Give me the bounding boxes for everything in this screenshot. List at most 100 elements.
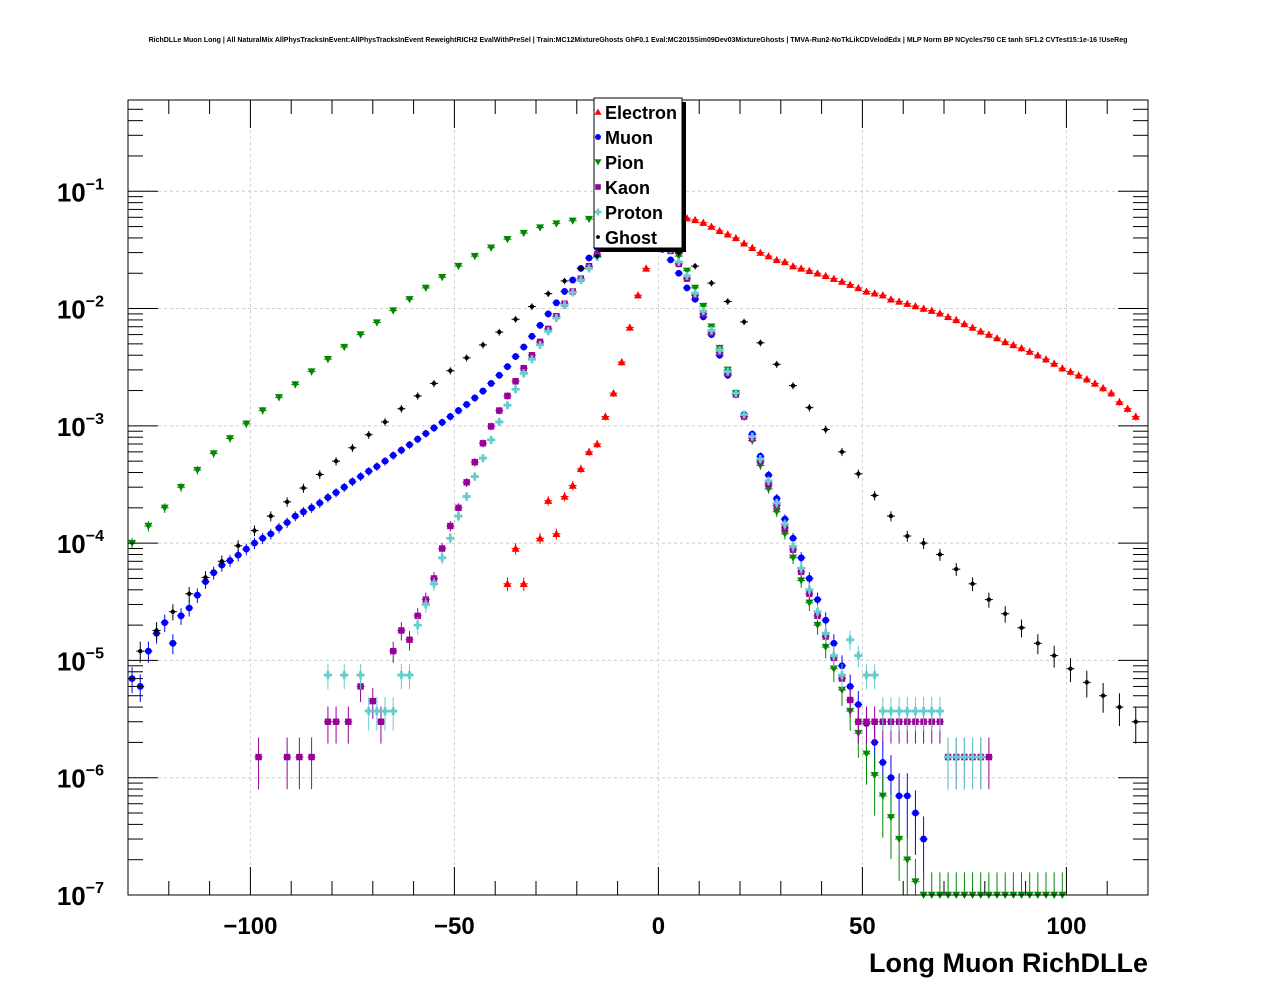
point-proton bbox=[568, 288, 577, 297]
point-kaon bbox=[398, 627, 405, 634]
point-muon bbox=[854, 701, 862, 709]
point-kaon bbox=[390, 647, 397, 655]
point-electron bbox=[552, 529, 561, 538]
series-proton bbox=[323, 222, 985, 790]
point-pion bbox=[805, 599, 814, 607]
point-electron bbox=[601, 412, 610, 420]
point-ghost bbox=[839, 449, 845, 455]
point-ghost bbox=[1084, 680, 1090, 685]
point-electron bbox=[731, 233, 740, 242]
point-pion bbox=[895, 835, 904, 844]
point-muon bbox=[422, 430, 430, 437]
point-ghost bbox=[725, 299, 730, 304]
point-pion bbox=[209, 450, 218, 458]
point-electron bbox=[805, 266, 814, 274]
point-muon bbox=[349, 478, 356, 485]
point-kaon bbox=[255, 753, 262, 761]
point-electron bbox=[1115, 397, 1124, 406]
point-muon bbox=[544, 310, 552, 318]
y-tick-label: 10−5 bbox=[57, 645, 104, 676]
point-electron bbox=[756, 248, 765, 256]
point-proton bbox=[397, 671, 406, 680]
point-kaon bbox=[487, 423, 495, 430]
point-pion bbox=[242, 420, 251, 428]
point-muon bbox=[765, 471, 772, 479]
series-kaon bbox=[254, 223, 993, 790]
point-ghost bbox=[235, 543, 241, 548]
point-muon bbox=[300, 508, 307, 516]
point-pion bbox=[699, 302, 708, 311]
point-pion bbox=[552, 220, 561, 228]
x-tick-label: 50 bbox=[849, 913, 876, 940]
point-muon bbox=[308, 504, 315, 512]
point-electron bbox=[1090, 379, 1099, 387]
point-muon bbox=[193, 591, 201, 599]
point-pion bbox=[160, 504, 169, 512]
point-muon bbox=[528, 332, 536, 340]
point-electron bbox=[854, 283, 863, 292]
legend-marker-ghost bbox=[596, 235, 600, 239]
point-kaon bbox=[283, 753, 291, 761]
point-pion bbox=[585, 215, 594, 224]
point-kaon bbox=[345, 718, 352, 725]
point-muon bbox=[814, 596, 821, 604]
point-ghost bbox=[138, 648, 143, 654]
point-ghost bbox=[219, 559, 225, 564]
point-muon bbox=[569, 276, 577, 284]
point-proton bbox=[935, 707, 944, 716]
point-muon bbox=[471, 394, 479, 402]
point-proton bbox=[797, 564, 806, 573]
point-electron bbox=[1033, 351, 1042, 359]
legend: Electron Muon Pion Kaon Proton Ghost bbox=[593, 97, 686, 252]
legend-marker-pion bbox=[594, 159, 602, 166]
y-tick-labels: 10−7 10−6 10−5 10−4 10−3 10−2 10−1 bbox=[57, 176, 104, 911]
point-electron bbox=[1050, 359, 1059, 367]
point-ghost bbox=[513, 317, 518, 322]
point-ghost bbox=[1117, 704, 1122, 710]
x-tick-label: 100 bbox=[1046, 913, 1086, 940]
point-muon bbox=[357, 473, 364, 480]
point-ghost bbox=[333, 458, 339, 464]
point-electron bbox=[625, 323, 634, 331]
point-muon bbox=[667, 256, 675, 264]
point-pion bbox=[405, 296, 414, 304]
y-tick-label: 10−3 bbox=[57, 411, 104, 442]
series-muon bbox=[128, 223, 928, 881]
y-tick-label: 10−6 bbox=[57, 763, 104, 794]
point-electron bbox=[519, 579, 528, 588]
point-pion bbox=[674, 252, 683, 261]
point-proton bbox=[446, 534, 455, 543]
point-electron bbox=[1025, 347, 1034, 355]
point-electron bbox=[984, 330, 993, 338]
point-electron bbox=[576, 464, 585, 473]
point-muon bbox=[251, 539, 258, 547]
legend-label-ghost: Ghost bbox=[605, 228, 657, 248]
point-proton bbox=[552, 314, 561, 323]
point-ghost bbox=[382, 419, 388, 425]
point-electron bbox=[911, 302, 920, 310]
point-ghost bbox=[807, 405, 812, 410]
legend-marker-proton bbox=[594, 208, 602, 216]
point-electron bbox=[634, 291, 642, 299]
point-proton bbox=[960, 753, 969, 762]
legend-label-electron: Electron bbox=[605, 103, 677, 123]
point-proton bbox=[968, 753, 977, 762]
point-ghost bbox=[464, 355, 469, 361]
point-muon bbox=[340, 483, 348, 491]
series-electron bbox=[503, 213, 1140, 592]
point-electron bbox=[780, 257, 789, 266]
point-electron bbox=[993, 334, 1002, 342]
point-electron bbox=[862, 287, 871, 295]
point-electron bbox=[560, 492, 569, 500]
point-muon bbox=[234, 551, 242, 559]
point-electron bbox=[789, 262, 798, 270]
point-muon bbox=[805, 575, 813, 582]
point-proton bbox=[478, 454, 487, 463]
point-electron bbox=[772, 255, 781, 264]
point-pion bbox=[438, 274, 447, 282]
point-muon bbox=[536, 321, 544, 329]
point-ghost bbox=[301, 485, 306, 491]
point-ghost bbox=[415, 393, 420, 399]
point-electron bbox=[642, 264, 651, 272]
point-electron bbox=[1107, 389, 1116, 397]
